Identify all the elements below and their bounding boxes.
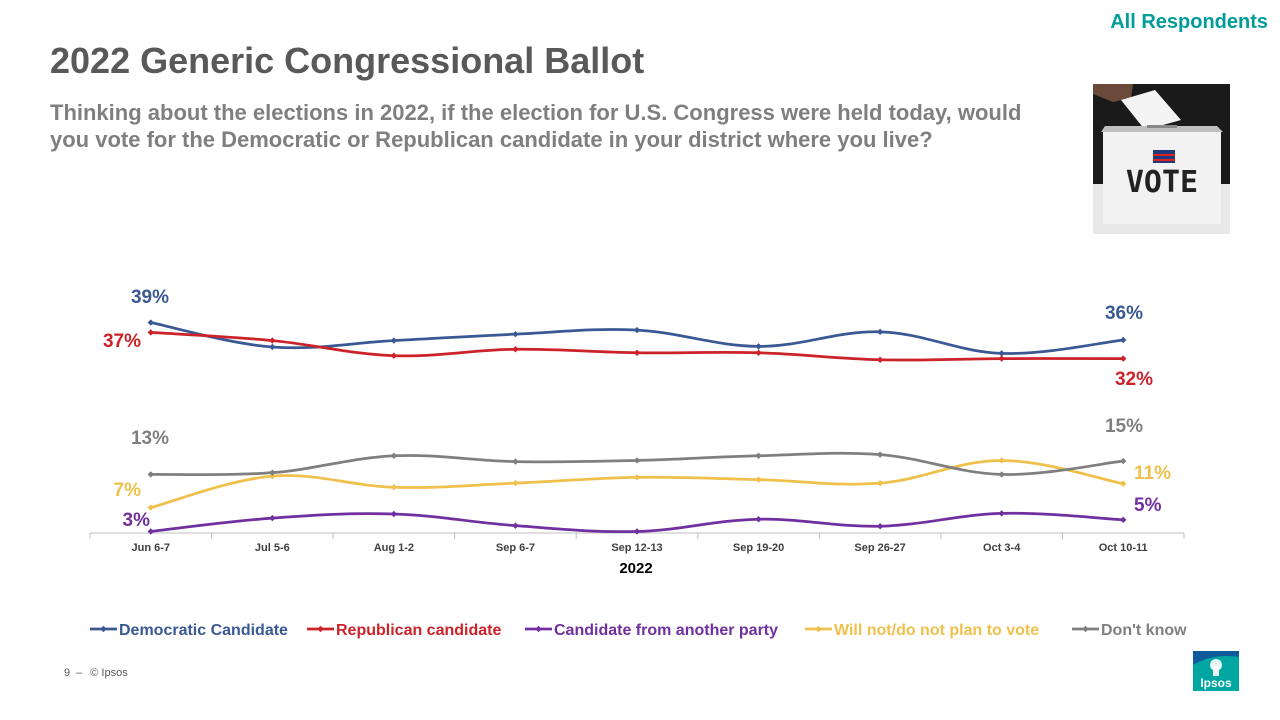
data-point bbox=[998, 510, 1005, 517]
ballot-box-photo-icon: VOTE bbox=[1093, 84, 1230, 234]
x-tick-label: Oct 10-11 bbox=[1099, 542, 1148, 554]
series-line bbox=[150, 459, 1124, 509]
data-point bbox=[998, 350, 1005, 357]
legend-marker bbox=[317, 625, 324, 633]
data-point bbox=[147, 528, 154, 535]
data-point bbox=[633, 349, 641, 356]
data-label: 3% bbox=[123, 510, 151, 531]
x-tick-label: Sep 26-27 bbox=[854, 542, 905, 554]
ballot-box-text: VOTE bbox=[1126, 165, 1198, 200]
data-point bbox=[1120, 516, 1127, 524]
copyright: © Ipsos bbox=[90, 667, 128, 679]
respondents-label: All Respondents bbox=[1110, 11, 1268, 33]
data-point bbox=[147, 504, 154, 511]
data-label: 37% bbox=[103, 331, 141, 352]
ipsos-logo-icon: Ipsos bbox=[1193, 651, 1239, 691]
footer-dash: – bbox=[76, 667, 83, 679]
x-tick-label: Jun 6-7 bbox=[132, 542, 171, 554]
data-point bbox=[633, 457, 641, 464]
data-point bbox=[876, 451, 884, 458]
footer: 9– © Ipsos bbox=[64, 667, 128, 679]
page-number: 9 bbox=[64, 667, 71, 679]
data-point bbox=[998, 457, 1005, 464]
legend-marker bbox=[1082, 625, 1089, 633]
data-label: 36% bbox=[1105, 303, 1143, 324]
data-point bbox=[512, 479, 519, 487]
data-label: 13% bbox=[131, 428, 169, 449]
data-point bbox=[1120, 457, 1127, 465]
legend-label: Democratic Candidate bbox=[119, 622, 288, 639]
survey-question: Thinking about the elections in 2022, if… bbox=[50, 100, 1022, 152]
data-point bbox=[147, 329, 154, 336]
chart-series bbox=[147, 319, 1127, 535]
line-chart: Jun 6-7 Jul 5-6 Aug 1-2 Sep 6-7 Sep 12-13 Sep… bbox=[89, 287, 1187, 639]
legend-marker bbox=[535, 625, 542, 633]
legend-label: Will not/do not plan to vote bbox=[834, 622, 1039, 639]
data-point bbox=[876, 523, 884, 530]
data-point bbox=[876, 328, 884, 336]
legend-label: Republican candidate bbox=[336, 622, 501, 639]
data-point bbox=[633, 326, 641, 334]
data-label: 11% bbox=[1134, 463, 1171, 484]
data-point bbox=[269, 469, 276, 476]
data-point bbox=[633, 528, 641, 535]
data-point bbox=[1120, 355, 1127, 362]
data-point bbox=[269, 343, 276, 351]
data-point bbox=[876, 356, 884, 363]
legend-item: Democratic Candidate bbox=[90, 622, 288, 639]
data-point bbox=[390, 452, 398, 459]
logo-text: Ipsos bbox=[1200, 676, 1232, 690]
data-point bbox=[390, 337, 398, 344]
data-point bbox=[390, 484, 398, 491]
legend: Democratic Candidate Republican candidate… bbox=[90, 622, 1187, 639]
x-axis-title: 2022 bbox=[619, 560, 652, 577]
data-point bbox=[998, 471, 1005, 478]
data-point bbox=[1120, 480, 1127, 487]
x-tick-label: Jul 5-6 bbox=[255, 542, 290, 554]
data-point bbox=[755, 343, 762, 350]
series-line bbox=[150, 451, 1124, 477]
data-point bbox=[390, 352, 398, 359]
data-point bbox=[876, 479, 884, 487]
x-axis: Jun 6-7 Jul 5-6 Aug 1-2 Sep 6-7 Sep 12-13 Sep… bbox=[89, 532, 1185, 554]
data-point bbox=[755, 476, 762, 483]
data-label: 15% bbox=[1105, 416, 1143, 437]
data-point bbox=[633, 474, 641, 481]
legend-marker bbox=[815, 625, 822, 633]
page-title: 2022 Generic Congressional Ballot bbox=[50, 40, 645, 81]
legend-item: Don't know bbox=[1072, 622, 1187, 639]
data-point bbox=[755, 516, 762, 523]
data-point bbox=[147, 471, 154, 478]
data-label: 32% bbox=[1115, 369, 1153, 390]
data-point bbox=[269, 472, 276, 480]
data-point bbox=[512, 346, 519, 353]
x-tick-label: Sep 19-20 bbox=[733, 542, 784, 554]
data-point bbox=[147, 319, 154, 326]
data-point bbox=[269, 514, 276, 522]
data-point bbox=[269, 337, 276, 344]
data-point bbox=[1120, 336, 1127, 344]
data-labels: 39% 36% 37% 32% 3% 5% 7% 11% 13% 15% bbox=[103, 287, 1171, 531]
data-label: 7% bbox=[114, 480, 142, 501]
legend-item: Will not/do not plan to vote bbox=[805, 622, 1039, 639]
legend-marker bbox=[100, 625, 107, 633]
data-point bbox=[512, 522, 519, 529]
data-point bbox=[755, 349, 762, 356]
legend-label: Don't know bbox=[1101, 622, 1187, 639]
data-point bbox=[998, 355, 1005, 362]
data-label: 5% bbox=[1134, 495, 1162, 516]
data-point bbox=[755, 452, 762, 459]
data-point bbox=[390, 510, 398, 518]
data-point bbox=[512, 458, 519, 465]
legend-item: Republican candidate bbox=[307, 622, 501, 639]
data-point bbox=[512, 330, 519, 338]
x-tick-label: Oct 3-4 bbox=[983, 542, 1021, 554]
x-tick-label: Aug 1-2 bbox=[374, 542, 414, 554]
data-label: 39% bbox=[131, 287, 169, 308]
legend-label: Candidate from another party bbox=[554, 622, 778, 639]
x-tick-label: Sep 12-13 bbox=[611, 542, 662, 554]
legend-item: Candidate from another party bbox=[525, 622, 778, 639]
x-tick-label: Sep 6-7 bbox=[496, 542, 535, 554]
